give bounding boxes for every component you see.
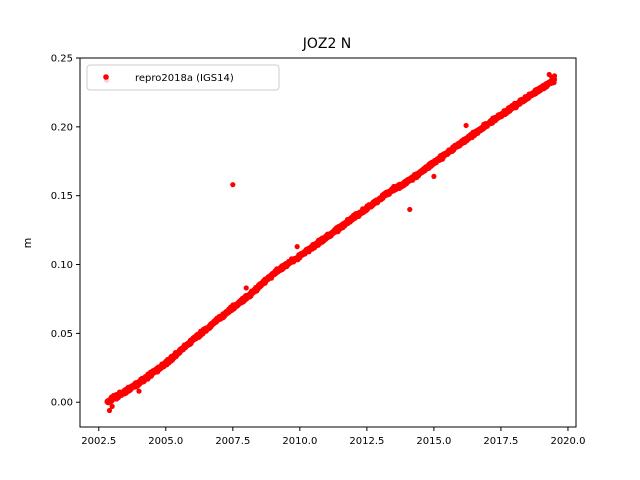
y-tick-label: 0.20 xyxy=(51,122,73,133)
x-tick-label: 2017.5 xyxy=(483,436,518,447)
outlier-point xyxy=(117,392,123,398)
y-tick-label: 0.10 xyxy=(51,260,73,271)
y-tick-label: 0.05 xyxy=(51,329,73,340)
x-axis: 2002.5 2005.0 2007.5 2010.0 2012.5 2015.0 2017… xyxy=(81,427,585,447)
y-tick-label: 0.15 xyxy=(51,191,73,202)
chart-title: JOZ2 N xyxy=(302,36,352,52)
y-axis: 0.00 0.05 0.10 0.15 0.20 0.25 xyxy=(51,54,80,409)
x-tick-label: 2002.5 xyxy=(81,436,116,447)
outlier-point xyxy=(136,388,142,394)
outlier-point xyxy=(109,403,115,409)
legend-box xyxy=(86,64,280,91)
outlier-point xyxy=(407,206,413,213)
plot-frame xyxy=(79,57,577,428)
data-points xyxy=(104,71,558,414)
x-tick-label: 2010.0 xyxy=(282,436,317,447)
x-tick-label: 2012.5 xyxy=(349,436,384,447)
y-tick-label: 0.25 xyxy=(51,54,73,65)
legend-marker xyxy=(103,74,109,80)
outlier-point xyxy=(243,285,249,291)
legend-label: repro2018a (IGS14) xyxy=(135,73,234,84)
y-tick-label: 0.00 xyxy=(51,398,73,409)
legend: repro2018a (IGS14) xyxy=(86,64,280,91)
outlier-point xyxy=(463,122,469,129)
x-tick-label: 2007.5 xyxy=(215,436,250,447)
outlier-point xyxy=(106,407,113,414)
outlier-point xyxy=(294,244,300,250)
x-tick-label: 2015.0 xyxy=(416,436,451,447)
outlier-point xyxy=(230,182,236,188)
outlier-point xyxy=(551,73,558,79)
x-tick-label: 2020.0 xyxy=(550,436,585,447)
outlier-point xyxy=(431,173,437,180)
x-tick-label: 2005.0 xyxy=(148,436,183,447)
y-axis-label: m xyxy=(21,238,34,249)
outlier-point xyxy=(356,213,362,219)
